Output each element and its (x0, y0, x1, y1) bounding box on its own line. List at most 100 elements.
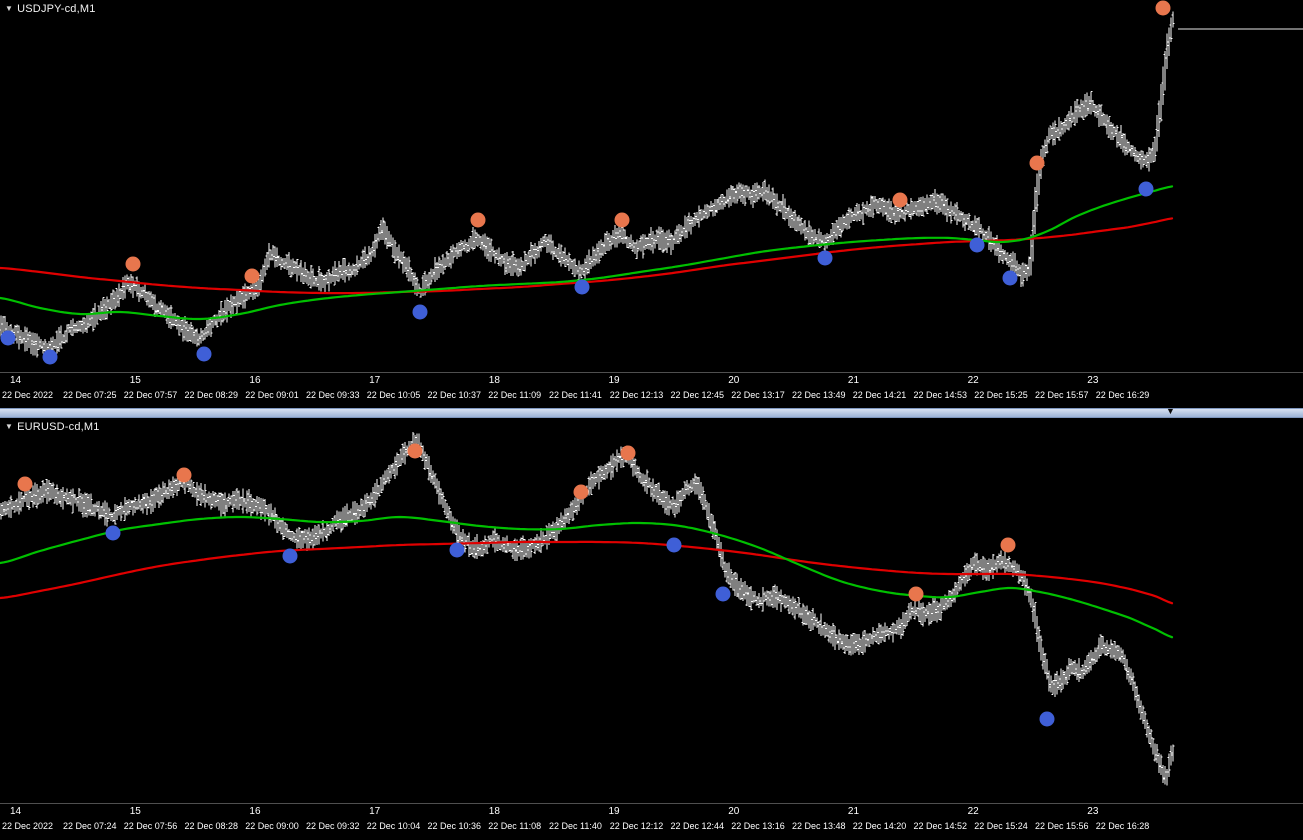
axis-date-label: 22 Dec 15:24 (974, 821, 1028, 831)
axis-date-label: 22 Dec 11:09 (488, 390, 542, 400)
buy-signal-dot (1002, 270, 1018, 286)
axis-date-label: 22 Dec 12:12 (609, 821, 664, 831)
window-collapse-icon[interactable]: ▼ (1166, 406, 1175, 416)
axis-date-label: 22 Dec 15:56 (1035, 821, 1089, 831)
axis-date-label: 22 Dec 09:33 (306, 390, 360, 400)
time-axis-dates[interactable]: 22 Dec 2022 22 Dec 07:24 22 Dec 07:56 22 De… (0, 819, 1303, 835)
chart-marker-icon: ▼ (5, 422, 14, 431)
sell-signal-dot (892, 192, 908, 208)
axis-date-label: 22 Dec 09:32 (306, 821, 360, 831)
sell-signal-dot (407, 443, 423, 459)
chart-symbol-label: USDJPY-cd,M1 (17, 3, 96, 15)
axis-date-label: 22 Dec 10:05 (366, 390, 421, 400)
axis-hour-label: 15 (129, 806, 141, 817)
buy-signal-dot (666, 537, 682, 553)
axis-date-label: 22 Dec 10:37 (427, 390, 482, 400)
buy-signal-dot (196, 346, 212, 362)
axis-date-label: 22 Dec 14:20 (852, 821, 907, 831)
axis-date-label: 22 Dec 08:29 (184, 390, 239, 400)
sell-signal-dot (176, 467, 192, 483)
axis-hour-label: 14 (10, 375, 22, 386)
buy-signal-dot (0, 330, 16, 346)
time-axis-hours[interactable]: 14 15 16 17 18 19 20 21 22 23 (0, 803, 1303, 819)
chart-marker-icon: ▼ (5, 4, 14, 13)
chart-canvas-eurusd[interactable] (0, 418, 1303, 803)
chart-title: ▼ EURUSD-cd,M1 (5, 421, 100, 433)
buy-signal-dot (715, 586, 731, 602)
window-separator[interactable]: ▼ (0, 406, 1303, 418)
buy-signal-dot (42, 349, 58, 365)
axis-date-label: 22 Dec 07:56 (123, 821, 178, 831)
chart-title: ▼ USDJPY-cd,M1 (5, 3, 96, 15)
ma-slow-line (0, 540, 1174, 605)
price-bars (0, 431, 1175, 786)
axis-hour-label: 23 (1087, 375, 1099, 386)
axis-date-label: 22 Dec 15:57 (1035, 390, 1089, 400)
sell-signal-dot (620, 445, 636, 461)
axis-date-label: 22 Dec 10:36 (427, 821, 482, 831)
sell-signal-dot (1155, 0, 1171, 16)
axis-hour-label: 19 (608, 806, 620, 817)
signal-dots (0, 0, 1171, 365)
chart-canvas-usdjpy[interactable] (0, 0, 1303, 372)
axis-hour-label: 16 (249, 806, 261, 817)
buy-signal-dot (449, 542, 465, 558)
sell-signal-dot (125, 256, 141, 272)
axis-date-label: 22 Dec 12:13 (609, 390, 664, 400)
axis-date-label: 22 Dec 08:28 (184, 821, 239, 831)
sell-signal-dot (244, 268, 260, 284)
axis-hour-label: 22 (967, 375, 979, 386)
axis-date-label: 22 Dec 12:44 (670, 821, 725, 831)
axis-date-label: 22 Dec 14:53 (913, 390, 968, 400)
axis-date-label: 22 Dec 13:48 (792, 821, 846, 831)
axis-hour-label: 18 (488, 806, 500, 817)
ma-fast-line (0, 515, 1174, 639)
buy-signal-dot (282, 548, 298, 564)
sell-signal-dot (1000, 537, 1016, 553)
chart-window-eurusd: ▼ EURUSD-cd,M1 14 15 16 17 18 19 20 21 22 23 22 D… (0, 418, 1303, 835)
axis-date-label: 22 Dec 2022 (2, 390, 54, 400)
axis-date-label: 22 Dec 2022 (2, 821, 54, 831)
axis-hour-label: 15 (129, 375, 141, 386)
axis-date-label: 22 Dec 15:25 (974, 390, 1028, 400)
axis-hour-label: 20 (728, 375, 740, 386)
buy-signal-dot (412, 304, 428, 320)
axis-date-label: 22 Dec 11:08 (488, 821, 542, 831)
axis-hour-label: 17 (369, 806, 381, 817)
sell-signal-dot (908, 586, 924, 602)
axis-hour-label: 23 (1087, 806, 1099, 817)
axis-hour-label: 21 (847, 806, 860, 817)
signal-dots (17, 443, 1055, 727)
axis-date-label: 22 Dec 13:17 (731, 390, 785, 400)
chart-symbol-label: EURUSD-cd,M1 (17, 421, 100, 433)
axis-hour-label: 19 (608, 375, 620, 386)
buy-signal-dot (105, 525, 121, 541)
sell-signal-dot (614, 212, 630, 228)
sell-signal-dot (1029, 155, 1045, 171)
axis-date-label: 22 Dec 12:45 (670, 390, 725, 400)
chart-window-usdjpy: ▼ USDJPY-cd,M1 14 15 16 17 18 19 20 21 22 23 22 D… (0, 0, 1303, 404)
axis-date-label: 22 Dec 14:21 (852, 390, 907, 400)
axis-hour-label: 17 (369, 375, 381, 386)
axis-hour-label: 20 (728, 806, 740, 817)
axis-date-label: 22 Dec 11:41 (549, 390, 602, 400)
price-bars (0, 11, 1175, 358)
axis-date-label: 22 Dec 14:52 (913, 821, 968, 831)
axis-date-label: 22 Dec 07:57 (123, 390, 178, 400)
axis-date-label: 22 Dec 13:16 (731, 821, 785, 831)
axis-hour-label: 22 (967, 806, 979, 817)
axis-date-label: 22 Dec 16:29 (1095, 390, 1150, 400)
buy-signal-dot (574, 279, 590, 295)
sell-signal-dot (573, 484, 589, 500)
axis-date-label: 22 Dec 07:24 (63, 821, 117, 831)
axis-hour-label: 16 (249, 375, 261, 386)
axis-hour-label: 14 (10, 806, 22, 817)
axis-hour-label: 18 (488, 375, 500, 386)
buy-signal-dot (969, 237, 985, 253)
buy-signal-dot (1039, 711, 1055, 727)
axis-date-label: 22 Dec 09:00 (245, 821, 299, 831)
axis-date-label: 22 Dec 09:01 (245, 390, 299, 400)
ma-fast-line (0, 185, 1174, 321)
time-axis-dates[interactable]: 22 Dec 2022 22 Dec 07:25 22 Dec 07:57 22 De… (0, 388, 1303, 404)
time-axis-hours[interactable]: 14 15 16 17 18 19 20 21 22 23 (0, 372, 1303, 388)
